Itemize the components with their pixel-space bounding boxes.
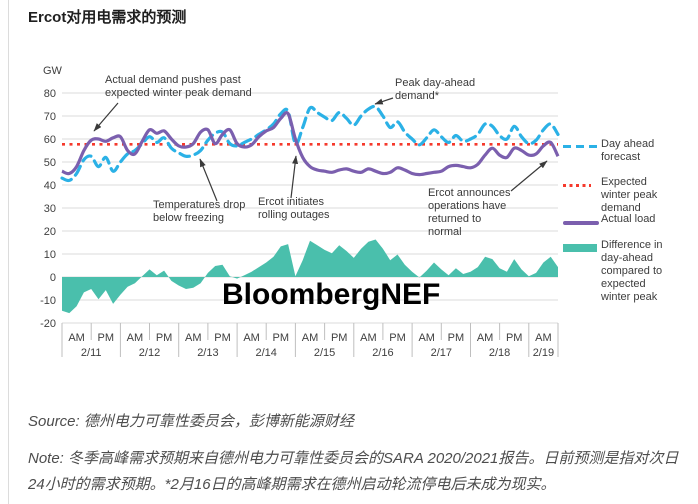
svg-text:60: 60 [44, 134, 56, 146]
svg-text:40: 40 [44, 180, 56, 192]
annotation-arrows [93, 97, 548, 202]
svg-text:AM: AM [302, 332, 319, 344]
svg-text:PM: PM [331, 332, 348, 344]
svg-text:10: 10 [44, 249, 56, 261]
arrow-returned-normal [510, 160, 548, 192]
svg-text:AM: AM [243, 332, 260, 344]
svg-text:PM: PM [448, 332, 465, 344]
annotation-rolling-outages: Ercot initiates rolling outages [258, 196, 330, 221]
svg-text:2/15: 2/15 [314, 347, 335, 359]
difference-area [62, 239, 558, 314]
day-ahead-forecast-line [60, 104, 560, 183]
svg-text:-10: -10 [40, 295, 56, 307]
svg-text:0: 0 [50, 272, 56, 284]
annotation-returned-normal: Ercot announces operations have returned… [428, 187, 511, 238]
arrow-peak-demand [374, 97, 394, 105]
svg-text:30: 30 [44, 203, 56, 215]
actual-load-swatch-icon [563, 221, 599, 225]
svg-text:2/11: 2/11 [81, 347, 102, 359]
source-text: Source: 德州电力可靠性委员会，彭博新能源财经 [28, 413, 354, 430]
plot-area: 80 70 60 50 40 30 20 10 0 -10 -20 GW AM PM AM PM AM PM AM P… [40, 65, 560, 359]
difference-swatch-icon [563, 244, 597, 252]
svg-text:50: 50 [44, 157, 56, 169]
svg-text:AM: AM [418, 332, 435, 344]
svg-text:2/13: 2/13 [197, 347, 218, 359]
svg-text:AM: AM [477, 332, 494, 344]
page-left-border [8, 0, 9, 504]
note-text: Note: 冬季高峰需求预期来自德州电力可靠性委员会的SARA 2020/202… [28, 450, 679, 493]
svg-text:-20: -20 [40, 318, 56, 330]
legend-item-difference: Difference in day-ahead compared to expe… [561, 239, 663, 304]
arrow-temperatures [199, 158, 218, 202]
annotation-peak-demand: Peak day-ahead demand* [395, 77, 476, 102]
legend-label: Day ahead forecast [601, 138, 655, 163]
svg-text:2/14: 2/14 [255, 347, 276, 359]
legend-label: Expected winter peak demand [601, 176, 658, 214]
actual-load-line [61, 111, 560, 177]
svg-text:2/16: 2/16 [372, 347, 393, 359]
arrow-actual-demand [93, 102, 119, 132]
svg-text:2/17: 2/17 [431, 347, 452, 359]
legend-label: Actual load [601, 213, 656, 225]
svg-text:2/18: 2/18 [489, 347, 510, 359]
svg-text:PM: PM [273, 332, 290, 344]
arrow-outages [290, 155, 299, 199]
svg-text:AM: AM [127, 332, 143, 344]
page-title: Ercot对用电需求的预测 [28, 9, 187, 26]
svg-text:PM: PM [156, 332, 173, 344]
svg-text:PM: PM [98, 332, 115, 344]
svg-text:PM: PM [506, 332, 523, 344]
svg-text:AM: AM [185, 332, 202, 344]
annotation-temperatures: Temperatures drop below freezing [153, 199, 246, 224]
svg-text:PM: PM [214, 332, 231, 344]
watermark: BloombergNEF [222, 278, 441, 311]
svg-text:PM: PM [389, 332, 406, 344]
legend-item-actual-load: Actual load [561, 213, 655, 226]
svg-text:80: 80 [44, 88, 56, 100]
svg-text:GW: GW [43, 65, 63, 77]
legend-label: Difference in day-ahead compared to expe… [601, 239, 663, 303]
svg-text:AM: AM [360, 332, 377, 344]
svg-text:2/19: 2/19 [533, 347, 554, 359]
svg-text:2/12: 2/12 [139, 347, 160, 359]
legend-item-day-ahead-forecast: Day ahead forecast [561, 138, 654, 164]
expected-winter-peak-swatch-icon [563, 184, 591, 187]
svg-text:70: 70 [44, 111, 56, 123]
day-ahead-forecast-swatch-icon [563, 145, 597, 148]
svg-text:20: 20 [44, 226, 56, 238]
chart-canvas: 80 70 60 50 40 30 20 10 0 -10 -20 GW AM PM AM PM AM PM AM P… [40, 65, 560, 359]
svg-text:AM: AM [535, 332, 552, 344]
legend-item-expected-winter-peak: Expected winter peak demand [561, 176, 657, 215]
annotation-actual-demand: Actual demand pushes past expected winte… [105, 74, 252, 99]
svg-text:AM: AM [68, 332, 85, 344]
